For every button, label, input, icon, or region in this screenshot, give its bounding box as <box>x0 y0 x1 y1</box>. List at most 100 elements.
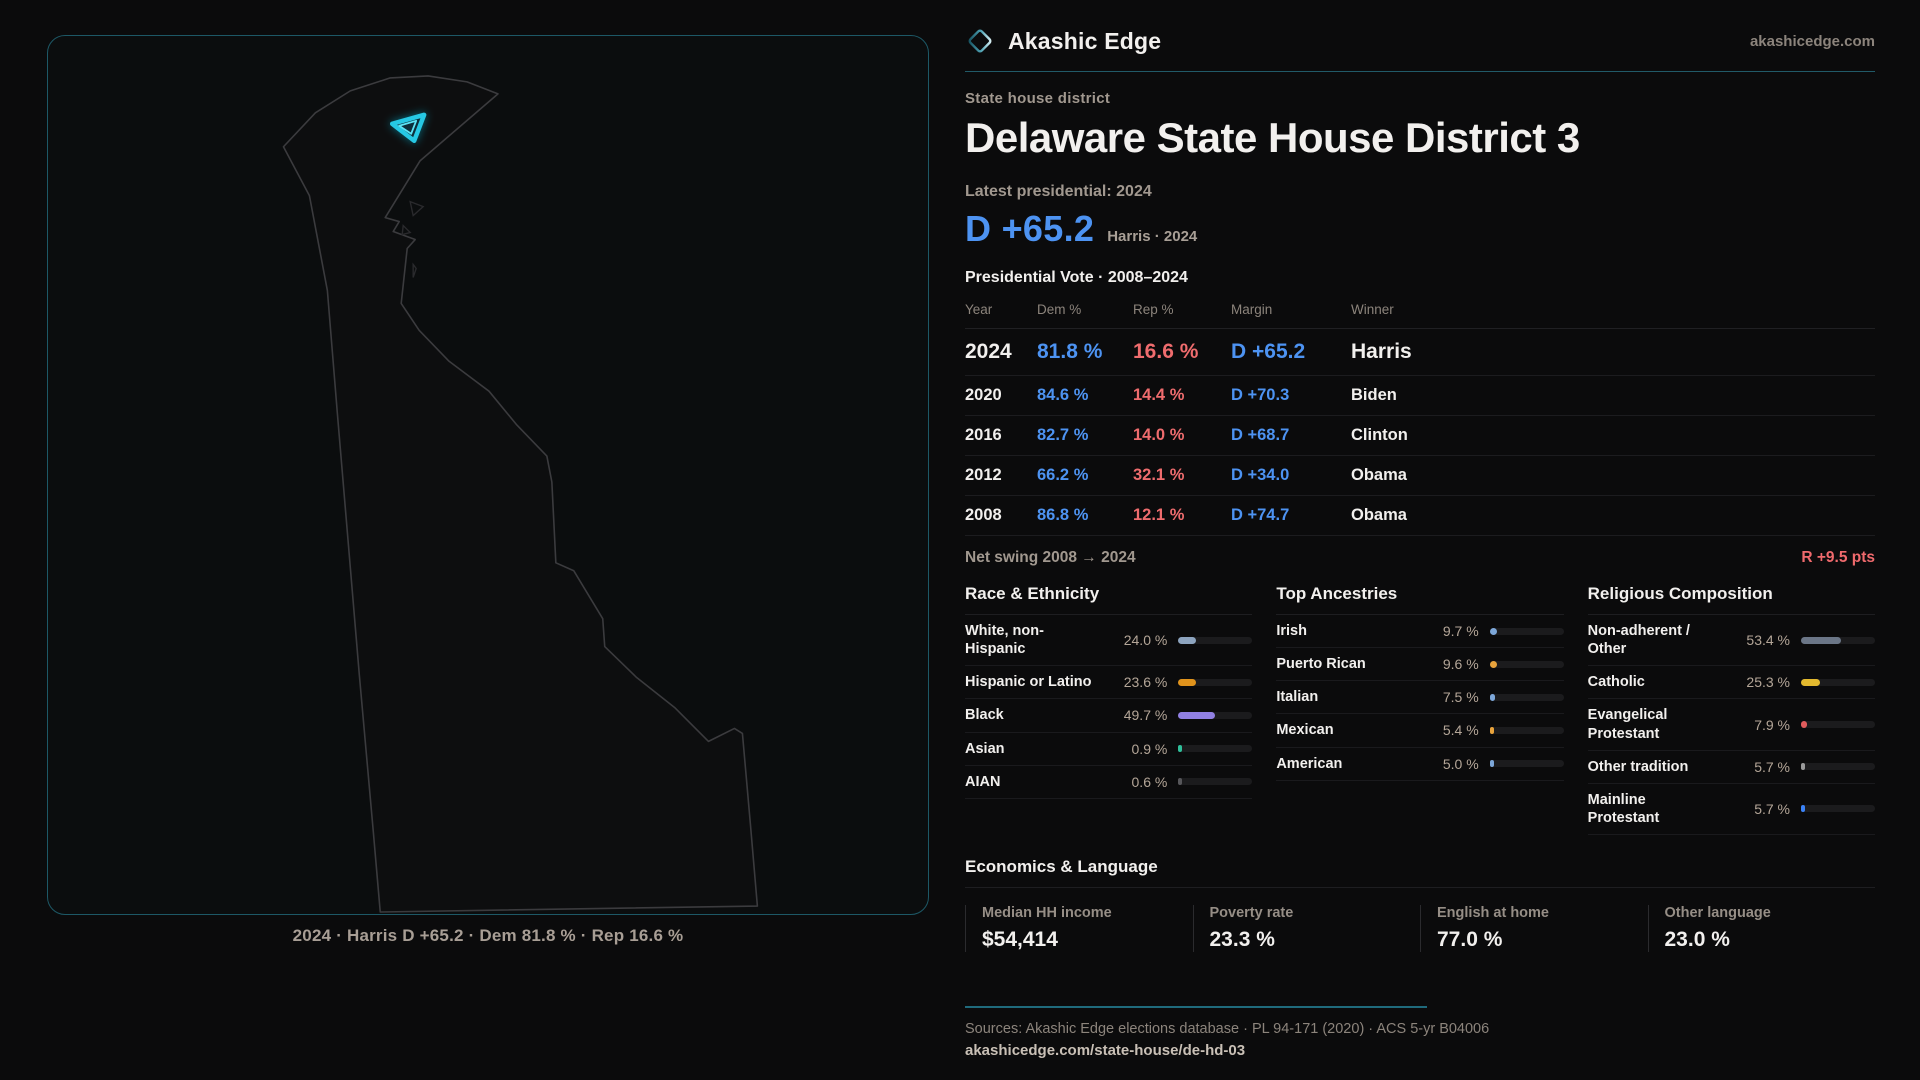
winner-cell: Obama <box>1351 466 1407 484</box>
table-row: 2016 82.7 % 14.0 % D +68.7 Clinton <box>965 416 1875 456</box>
bar-track <box>1178 636 1253 644</box>
demographic-label: Other tradition <box>1587 758 1689 775</box>
bar-track <box>1801 721 1875 728</box>
net-swing-value: R +9.5 pts <box>1801 549 1875 566</box>
winner-cell: Obama <box>1351 506 1407 524</box>
kicker: State house district <box>965 90 1111 107</box>
page-title: Delaware State House District 3 <box>965 114 1580 161</box>
demographic-value: 5.0 % <box>1442 755 1479 772</box>
bar-fill <box>1489 693 1496 701</box>
demographic-row: AIAN 0.6 % <box>965 766 1253 799</box>
demographic-label: Puerto Rican <box>1276 656 1366 673</box>
table-row: 2008 86.8 % 12.1 % D +74.7 Obama <box>965 496 1875 536</box>
dem-cell: 82.7 % <box>1037 426 1089 444</box>
demographic-row: Evangelical Protestant 7.9 % <box>1587 699 1875 751</box>
race-ethnicity-section: Race & Ethnicity White, non-Hispanic 24.… <box>965 584 1253 835</box>
bar-track <box>1801 678 1875 686</box>
dem-cell: 81.8 % <box>1037 340 1103 363</box>
table-header-row: Year Dem % Rep % Margin Winner <box>965 302 1875 329</box>
bar-track <box>1178 745 1253 753</box>
winner-cell: Biden <box>1351 386 1397 404</box>
demographic-label: Non-adherent / Other <box>1587 623 1690 658</box>
sources-line: Sources: Akashic Edge elections database… <box>965 1021 1490 1037</box>
bar-fill <box>1178 711 1216 719</box>
stat-label: Poverty rate <box>1209 905 1294 921</box>
bar-fill <box>1178 778 1183 786</box>
district-map-panel <box>47 35 929 915</box>
bar-fill <box>1489 660 1497 668</box>
demographic-row: White, non-Hispanic 24.0 % <box>965 615 1253 667</box>
diamond-logo-icon <box>968 29 992 53</box>
state-outline <box>282 75 759 913</box>
stat-median-hh-income: Median HH income $54,414 <box>965 905 1193 952</box>
headline-margin: D +65.2 Harris · 2024 <box>965 208 1875 250</box>
demographic-label: Catholic <box>1587 674 1645 691</box>
column-header-dem: Dem % <box>1037 302 1082 317</box>
demographics-grid: Race & Ethnicity White, non-Hispanic 24.… <box>965 584 1875 835</box>
permalink[interactable]: akashicedge.com/state-house/de-hd-03 <box>965 1042 1246 1059</box>
demographic-label: White, non-Hispanic <box>965 623 1044 658</box>
column-header-winner: Winner <box>1351 302 1394 317</box>
rep-cell: 12.1 % <box>1133 506 1185 524</box>
rep-cell: 14.4 % <box>1133 386 1185 404</box>
demographic-value: 49.7 % <box>1123 707 1168 724</box>
presidential-vote-table: Year Dem % Rep % Margin Winner 2024 81.8… <box>965 302 1875 536</box>
margin-cell: D +65.2 <box>1231 340 1306 363</box>
column-header-rep: Rep % <box>1133 302 1174 317</box>
net-swing-row: Net swing 2008 → 2024 R +9.5 pts <box>965 536 1875 567</box>
religious-composition-section: Religious Composition Non-adherent / Oth… <box>1587 584 1875 835</box>
winner-cell: Harris <box>1351 340 1412 363</box>
year-cell: 2012 <box>965 466 1002 484</box>
district-3-highlight <box>389 112 427 144</box>
bar-track <box>1178 711 1253 719</box>
table-row: 2024 81.8 % 16.6 % D +65.2 Harris <box>965 329 1875 376</box>
demographic-value: 9.6 % <box>1442 656 1479 673</box>
stat-english-at-home: English at home 77.0 % <box>1420 905 1648 952</box>
district-report-panel: Akashic Edge akashicedge.com State house… <box>965 26 1875 1060</box>
map-caption: 2024 · Harris D +65.2 · Dem 81.8 % · Rep… <box>292 926 684 945</box>
bar-fill <box>1801 678 1820 686</box>
bar-track <box>1801 763 1875 771</box>
rep-cell: 32.1 % <box>1133 466 1185 484</box>
dem-cell: 66.2 % <box>1037 466 1089 484</box>
demographic-value: 5.7 % <box>1754 758 1790 775</box>
rep-cell: 14.0 % <box>1133 426 1185 444</box>
section-title: Race & Ethnicity <box>965 584 1253 615</box>
bar-track <box>1178 678 1253 686</box>
bar-track <box>1489 693 1564 701</box>
bar-fill <box>1178 636 1197 644</box>
brand-domain-link[interactable]: akashicedge.com <box>1749 32 1875 50</box>
winner-cell: Clinton <box>1351 426 1408 444</box>
bar-track <box>1489 627 1564 635</box>
stat-label: Median HH income <box>982 905 1112 921</box>
demographic-row: Italian 7.5 % <box>1276 681 1564 715</box>
stat-value: 77.0 % <box>1437 928 1503 951</box>
demographic-value: 5.7 % <box>1754 800 1790 817</box>
top-ancestries-section: Top Ancestries Irish 9.7 % Puerto Rican … <box>1276 584 1564 835</box>
vote-table-title: Presidential Vote · 2008–2024 <box>965 269 1188 286</box>
brand: Akashic Edge <box>965 26 1161 56</box>
delaware-map <box>282 75 759 913</box>
bar-track <box>1801 636 1875 644</box>
brand-header: Akashic Edge akashicedge.com <box>965 26 1875 72</box>
section-title: Religious Composition <box>1587 584 1875 615</box>
bar-fill <box>1489 726 1494 734</box>
margin-cell: D +68.7 <box>1231 426 1290 444</box>
stat-label: English at home <box>1437 905 1549 921</box>
demographic-row: American 5.0 % <box>1276 748 1564 781</box>
bar-fill <box>1178 745 1183 753</box>
economics-title: Economics & Language <box>965 857 1875 888</box>
stat-value: 23.3 % <box>1209 928 1275 951</box>
bar-fill <box>1801 763 1806 771</box>
stat-other-language: Other language 23.0 % <box>1647 905 1876 952</box>
footer: Sources: Akashic Edge elections database… <box>965 1006 1875 1060</box>
bar-track <box>1489 760 1564 768</box>
bar-fill <box>1801 636 1841 644</box>
demographic-value: 25.3 % <box>1746 674 1790 691</box>
margin-cell: D +34.0 <box>1231 466 1290 484</box>
demographic-value: 7.9 % <box>1754 716 1790 733</box>
stat-value: 23.0 % <box>1664 928 1730 951</box>
demographic-value: 7.5 % <box>1442 689 1479 706</box>
demographic-row: Non-adherent / Other 53.4 % <box>1587 615 1875 667</box>
margin-cell: D +74.7 <box>1231 506 1290 524</box>
